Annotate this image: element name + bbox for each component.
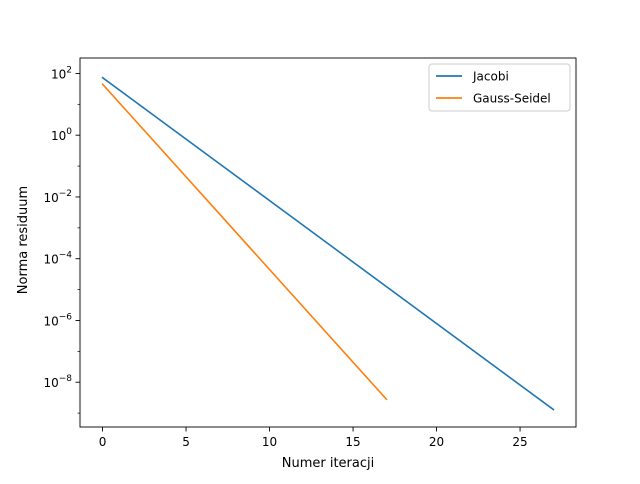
series-line-gauss-seidel [101, 83, 388, 401]
y-tick-label: 102 [51, 65, 72, 81]
y-tick-label: 10−4 [43, 251, 72, 267]
legend-box [428, 63, 571, 112]
y-tick-label: 10−6 [43, 312, 72, 328]
x-tick-label: 10 [262, 435, 277, 449]
x-tick-label: 15 [345, 435, 360, 449]
axes-frame [79, 57, 577, 428]
x-tick-label: 5 [182, 435, 190, 449]
y-tick-label: 10−8 [43, 374, 72, 390]
series-line-jacobi [101, 76, 555, 411]
x-tick-label: 0 [99, 435, 107, 449]
x-tick-label: 20 [429, 435, 444, 449]
legend-label-jacobi: Jacobi [472, 70, 509, 84]
plot-area: 0 5 10 15 20 25 102 100 10−2 10−4 10−6 10−8 Jacobi Ga… [43, 57, 577, 449]
y-tick-label: 100 [51, 127, 72, 143]
x-axis-label: Numer iteracji [282, 456, 375, 471]
y-tick-label: 10−2 [43, 189, 72, 205]
y-axis-label: Norma residuum [16, 186, 31, 294]
x-tick-label: 25 [512, 435, 527, 449]
legend-label-gauss-seidel: Gauss-Seidel [473, 92, 551, 106]
